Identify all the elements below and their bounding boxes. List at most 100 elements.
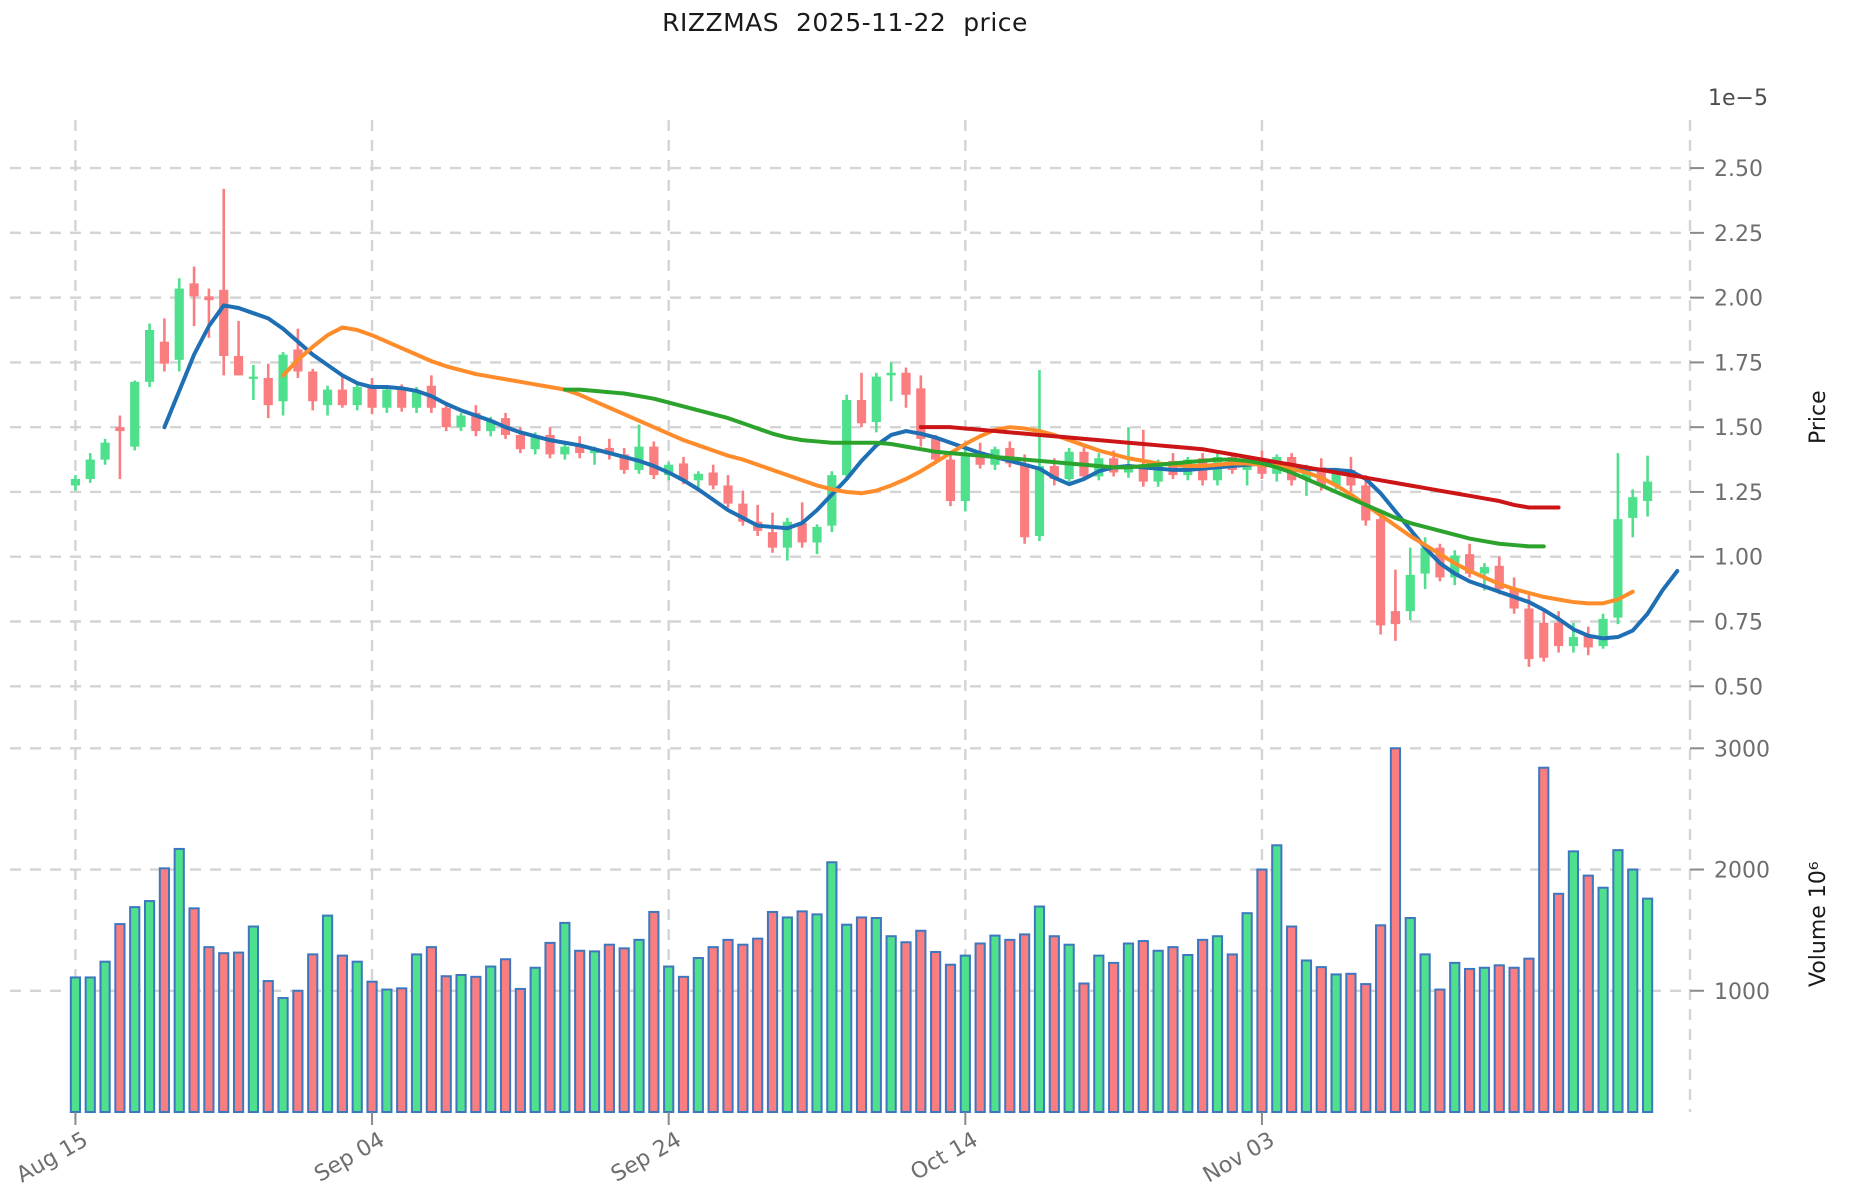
candle-body [174,288,184,360]
candle-body [560,446,570,455]
volume-bar [203,946,215,1113]
volume-bar [114,923,126,1113]
volume-bar [1523,957,1535,1113]
candle-body [1465,554,1475,574]
volume-axis-title: Volume 10⁶ [1806,861,1831,987]
candle-body [545,434,555,455]
candle-body [100,442,110,460]
ma-line-ma_xlong [918,425,1561,510]
volume-bar [559,921,571,1113]
candle-body [1331,471,1341,486]
volume-bar [336,954,348,1113]
volume-bar [1464,967,1476,1113]
candle-body [1642,481,1653,502]
ytick-label-volume: 1000 [1714,980,1770,1005]
candle-body [634,446,644,470]
volume-bar [1063,943,1075,1113]
candle-body [886,372,896,376]
volume-bar [1182,954,1194,1114]
volume-bar [1567,850,1580,1113]
xtick-label: Sep 04 [310,1128,389,1188]
volume-bar [1137,940,1149,1114]
candle-body [486,420,496,432]
candle-body [901,372,911,395]
volume-bar [766,910,779,1113]
volume-bar [959,954,971,1113]
ytick-label-volume: 3000 [1714,737,1770,762]
volume-bar [855,916,868,1113]
candle-body [1123,467,1134,473]
volume-bar [915,929,927,1114]
volume-bar [663,965,675,1113]
volume-bar [900,941,912,1113]
volume-bar [1300,959,1313,1114]
candle-body [70,479,81,486]
candle-body [456,415,466,428]
volume-bar [1582,874,1594,1113]
candle-body [797,523,807,543]
candle-body [1153,462,1163,482]
candle-body [233,355,244,376]
volume-bar [574,949,586,1113]
volume-bar [218,952,230,1113]
volume-bar [351,960,363,1113]
candle-body [530,436,540,450]
volume-bar [99,960,111,1113]
candle-body [1257,463,1267,474]
candle-body [1020,463,1030,538]
ytick-label-price: 1.00 [1714,546,1763,571]
candle-body [1346,469,1356,486]
volume-bar [158,867,171,1114]
candle-body [738,503,748,522]
volume-bar [1152,949,1164,1113]
volume-bar [885,935,897,1114]
volume-bar [1434,988,1446,1114]
volume-bar [440,975,452,1114]
volume-bar [529,966,541,1114]
xtick-label: Nov 03 [1199,1128,1279,1189]
candle-body [204,296,214,301]
volume-bar [944,963,957,1113]
volume-bar [1597,886,1609,1113]
volume-bar [69,976,82,1113]
candle-body [130,381,140,447]
candle-body [1524,608,1534,660]
volume-bar [1078,982,1090,1113]
volume-bar [618,947,630,1113]
volume-bar [588,950,601,1113]
candle-body [219,289,229,356]
ma-line-ma_mid [281,325,1635,606]
candle-body [322,389,333,406]
candle-body [1613,519,1623,618]
candle-body [678,463,689,481]
volume-bar [692,957,704,1113]
volume-bar [677,975,690,1113]
volume-bar [1552,892,1565,1113]
candle-body [1450,555,1460,578]
candle-body [856,399,867,424]
xtick-label: Oct 14 [907,1128,983,1186]
candle-body [1420,547,1430,574]
candle-body [960,453,970,502]
candle-body [575,445,585,454]
volume-bar [1641,897,1654,1113]
volume-bar [781,916,793,1113]
volume-bar [1241,912,1253,1113]
candle-body [248,376,258,379]
candle-body [916,388,926,439]
volume-bar [544,941,556,1113]
candle-body [693,473,703,481]
volume-bar [277,997,289,1114]
volume-series [69,747,1654,1114]
candle-body [842,399,852,476]
candle-body [1138,467,1148,482]
volume-bar [1345,972,1357,1114]
volume-bar [1419,953,1431,1114]
volume-bar [633,938,645,1113]
candle-body [1598,618,1608,647]
volume-bar [811,913,823,1114]
candle-body [144,330,155,382]
volume-bar [1122,942,1135,1114]
